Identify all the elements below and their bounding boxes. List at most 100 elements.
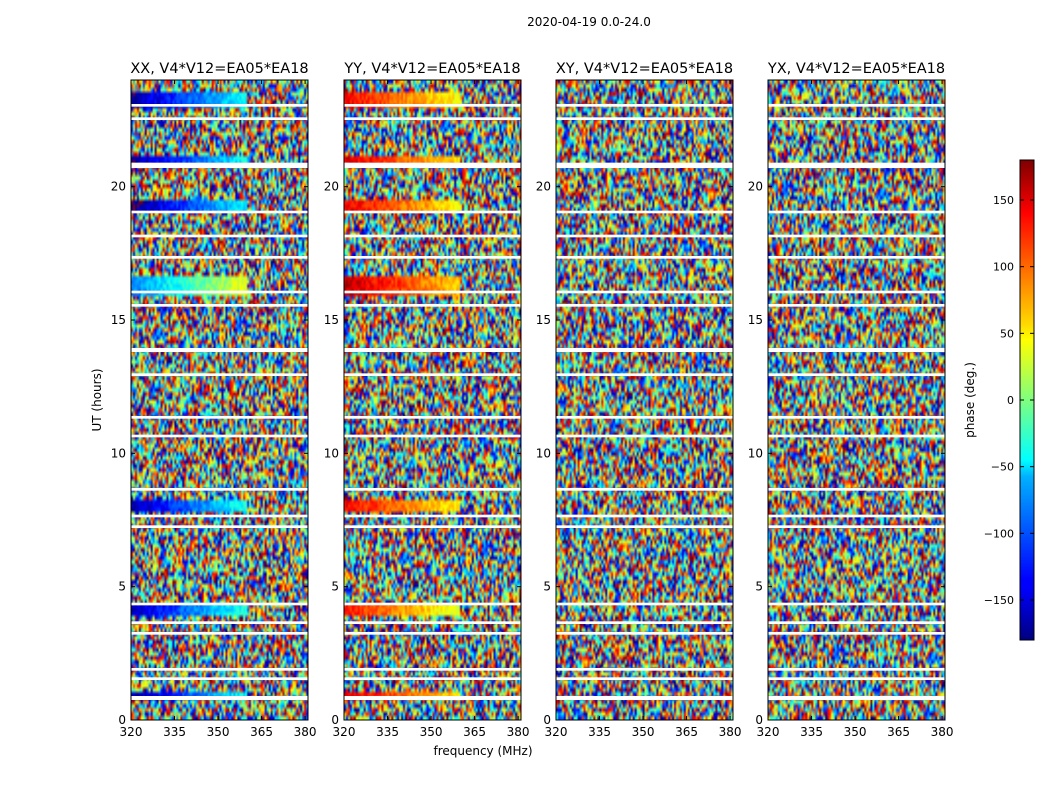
flagged-band: [344, 677, 521, 680]
flagged-band: [344, 525, 521, 528]
flagged-band: [556, 416, 733, 419]
y-tick-label: 0: [755, 713, 763, 727]
flagged-band: [556, 696, 733, 700]
colorbar-tick-label: 0: [1007, 394, 1014, 407]
flagged-band: [131, 162, 308, 168]
panel-1: YY, V4*V12=EA05*EA18 320 335 350 365 380 0 5 10 1…: [324, 61, 530, 739]
flagged-band: [344, 304, 521, 307]
flagged-band: [344, 117, 521, 120]
colorbar-tick-label: 50: [1000, 327, 1014, 340]
flagged-band: [131, 373, 308, 376]
y-tick-label: 20: [111, 180, 126, 194]
flagged-band: [131, 104, 308, 107]
flagged-band: [556, 525, 733, 528]
flagged-band: [768, 668, 945, 671]
flagged-band: [131, 210, 308, 214]
colorbar-tick-label: −100: [984, 527, 1014, 540]
flagged-band: [131, 348, 308, 352]
colorbar-tick-label: −50: [991, 461, 1014, 474]
panel-frame: [343, 79, 522, 721]
y-tick-label: 5: [755, 580, 763, 594]
x-tick-label: 350: [844, 725, 867, 739]
y-tick-label: 0: [543, 713, 551, 727]
flagged-band: [768, 162, 945, 168]
x-tick-label: 365: [463, 725, 486, 739]
flagged-band: [556, 621, 733, 624]
y-tick-label: 20: [536, 180, 551, 194]
colorbar-tick-label: 150: [993, 194, 1014, 207]
panel-title: YY, V4*V12=EA05*EA18: [343, 61, 520, 77]
y-tick-label: 15: [324, 313, 339, 327]
panel-3: YX, V4*V12=EA05*EA18 320 335 350 365 380 0 5 10 1…: [748, 61, 954, 739]
x-tick-label: 365: [675, 725, 698, 739]
flagged-band: [768, 677, 945, 680]
flagged-band: [556, 117, 733, 120]
flagged-band: [344, 602, 521, 606]
flagged-band: [131, 117, 308, 120]
panel-frame: [767, 79, 946, 721]
flagged-band: [131, 677, 308, 680]
flagged-band: [768, 373, 945, 376]
x-tick-label: 365: [250, 725, 273, 739]
x-tick-label: 350: [420, 725, 443, 739]
flagged-band: [556, 256, 733, 259]
y-tick-label: 10: [748, 446, 763, 460]
x-tick-label: 380: [507, 725, 530, 739]
x-tick-label: 320: [545, 725, 568, 739]
colorbar-ticks: 150 100 50 0 −50 −100 −150: [984, 194, 1034, 607]
flagged-band: [768, 602, 945, 606]
y-tick-label: 15: [536, 313, 551, 327]
x-tick-label: 335: [376, 725, 399, 739]
x-tick-label: 380: [719, 725, 742, 739]
flagged-band: [768, 621, 945, 624]
panel-2: XY, V4*V12=EA05*EA18 320 335 350 365 380 0 5 10 1…: [536, 61, 742, 739]
flagged-band: [131, 304, 308, 307]
x-tick-label: 350: [207, 725, 230, 739]
flagged-band: [556, 348, 733, 352]
heatmap-image-1: [344, 80, 521, 720]
flagged-band: [768, 416, 945, 419]
panel-title: XY, V4*V12=EA05*EA18: [556, 61, 733, 77]
y-tick-label: 0: [118, 713, 126, 727]
flagged-band: [131, 602, 308, 606]
flagged-band: [344, 434, 521, 438]
y-tick-label: 15: [111, 313, 126, 327]
flagged-band: [556, 162, 733, 168]
flagged-band: [556, 104, 733, 107]
flagged-band: [131, 525, 308, 528]
y-tick-label: 10: [324, 446, 339, 460]
flagged-band: [556, 602, 733, 606]
heatmap-image-2: [556, 80, 733, 720]
flagged-band: [131, 290, 308, 294]
x-tick-label: 380: [931, 725, 954, 739]
flagged-band: [344, 696, 521, 700]
flagged-band: [556, 434, 733, 438]
x-axis-label: frequency (MHz): [433, 744, 532, 758]
flagged-band: [344, 104, 521, 107]
heatmap-image-3: [768, 80, 945, 720]
colorbar-tick-label: 100: [993, 261, 1014, 274]
y-tick-label: 5: [543, 580, 551, 594]
flagged-band: [344, 290, 521, 294]
flagged-band: [768, 256, 945, 259]
colorbar-label: phase (deg.): [963, 362, 977, 438]
x-tick-label: 350: [632, 725, 655, 739]
colorbar-tick-label: −150: [984, 594, 1014, 607]
heatmap-image-0: [131, 80, 308, 720]
flagged-band: [556, 514, 733, 518]
flagged-band: [768, 234, 945, 238]
x-tick-label: 320: [333, 725, 356, 739]
flagged-band: [768, 488, 945, 491]
flagged-band: [768, 632, 945, 635]
flagged-band: [344, 162, 521, 168]
flagged-band: [768, 514, 945, 518]
flagged-band: [344, 632, 521, 635]
flagged-band: [344, 416, 521, 419]
y-tick-label: 20: [324, 180, 339, 194]
flagged-band: [131, 632, 308, 635]
y-tick-label: 0: [331, 713, 339, 727]
flagged-band: [768, 348, 945, 352]
flagged-band: [131, 434, 308, 438]
flagged-band: [344, 210, 521, 214]
flagged-band: [768, 117, 945, 120]
